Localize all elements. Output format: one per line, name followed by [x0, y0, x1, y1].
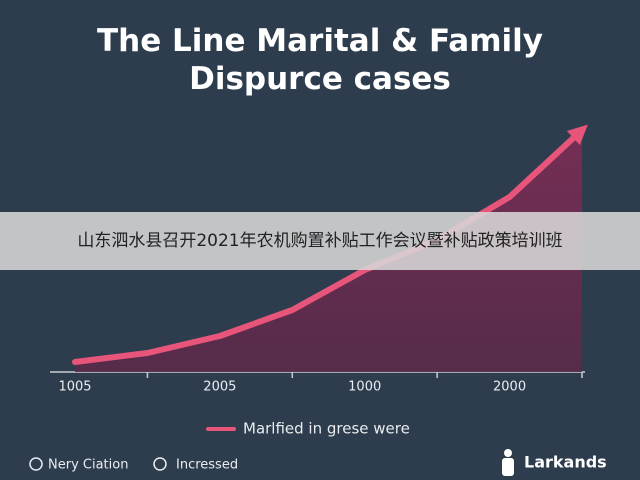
- banner: 山东泗水县召开2021年农机购置补贴工作会议暨补贴政策培训班: [0, 212, 640, 270]
- footer-label: Incressed: [176, 458, 238, 473]
- x-tick-label: 1000: [348, 380, 381, 395]
- legend-label: Marlfied in grese were: [243, 420, 410, 438]
- line: [72, 127, 585, 365]
- logo-icon: [502, 449, 514, 476]
- chart-title: The Line Marital & Family Dispurce cases: [96, 23, 543, 97]
- brand: Larkands: [524, 453, 607, 472]
- icon: [153, 457, 167, 471]
- arrow-head: [566, 124, 588, 146]
- x-tick-label: 1005: [58, 380, 91, 395]
- x-tick-label: 2000: [493, 380, 526, 395]
- footer-label: Nery Ciation: [48, 458, 128, 473]
- icon: [29, 457, 43, 471]
- x-tick-label: 2005: [203, 380, 236, 395]
- area: [75, 130, 582, 372]
